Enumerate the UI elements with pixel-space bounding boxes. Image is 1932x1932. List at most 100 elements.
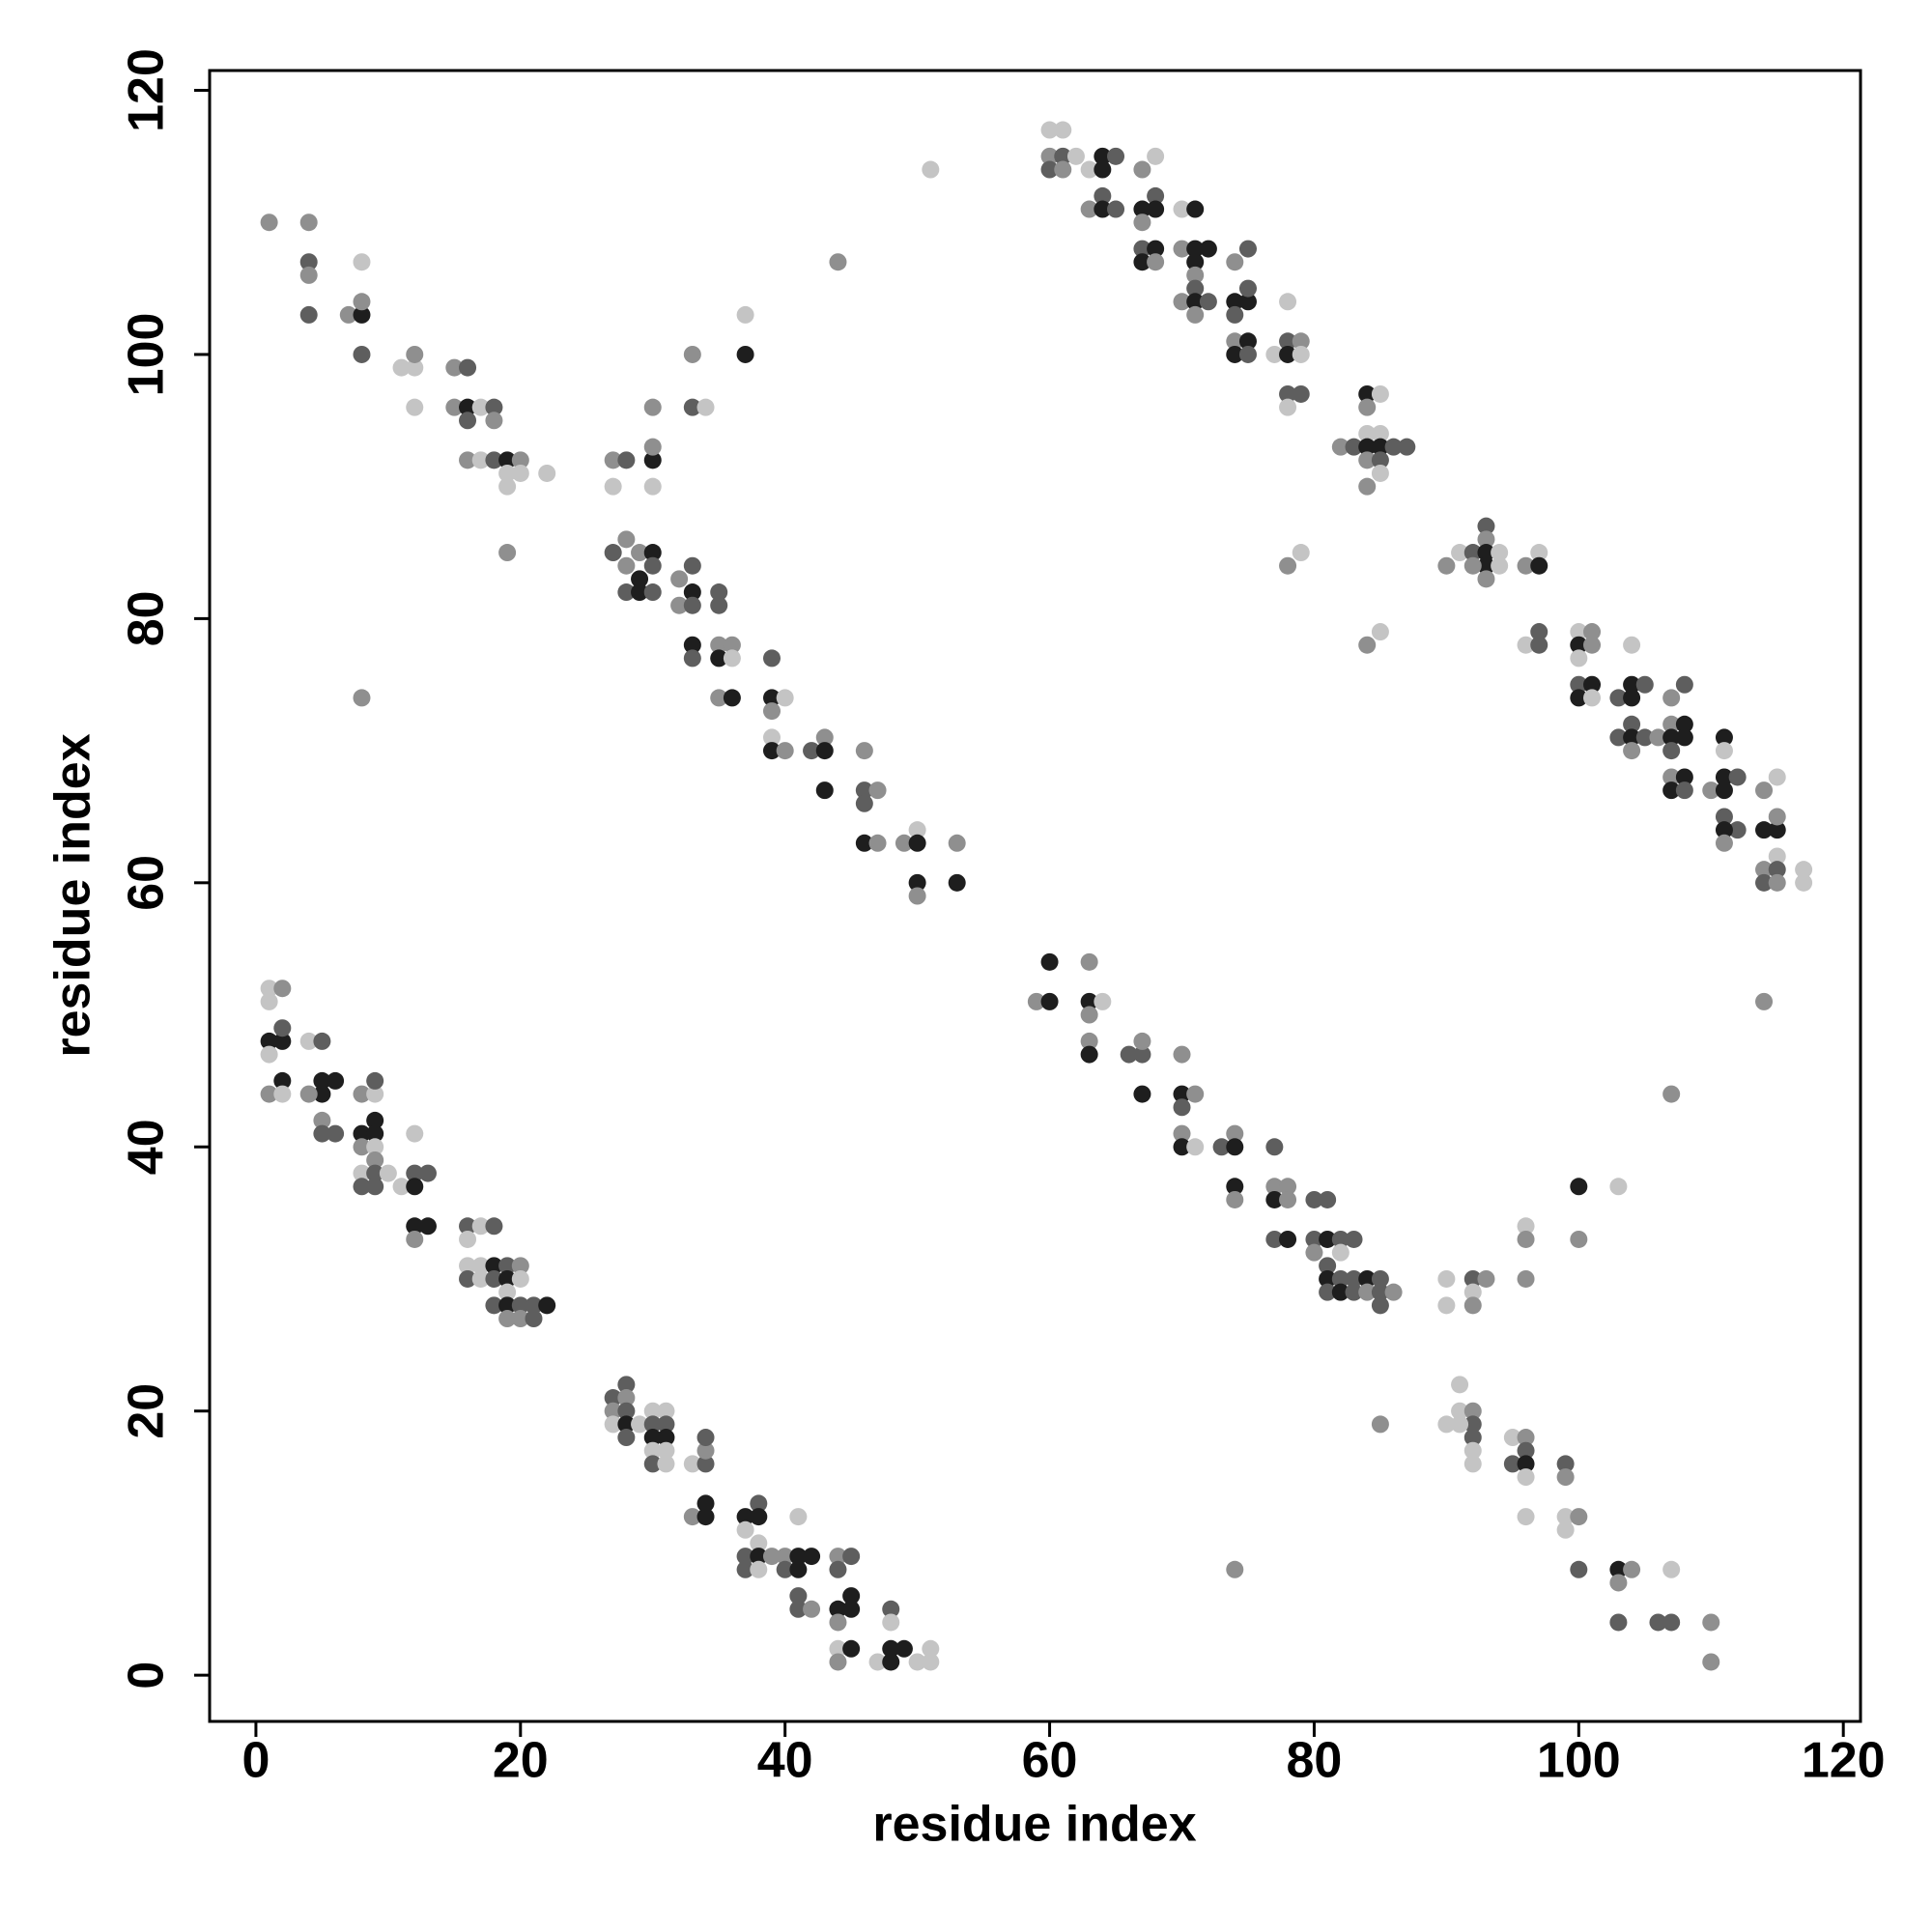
point: [1080, 1045, 1098, 1064]
point: [459, 412, 477, 430]
point: [762, 689, 781, 707]
point: [511, 1296, 529, 1315]
point: [1345, 1230, 1363, 1248]
y-axis-label: residue index: [45, 733, 101, 1057]
point: [604, 1415, 622, 1434]
point: [1345, 1283, 1363, 1301]
point: [1173, 240, 1191, 258]
point: [882, 1600, 900, 1618]
x-tick-label: 120: [1802, 1733, 1886, 1789]
point: [1133, 253, 1151, 271]
point: [260, 1032, 278, 1050]
point: [617, 1429, 636, 1447]
point: [1226, 293, 1244, 311]
point: [366, 1085, 384, 1103]
point: [696, 1494, 715, 1513]
y-tick-label: 100: [119, 313, 175, 397]
point: [273, 1071, 292, 1090]
point: [1662, 728, 1681, 747]
plot-frame: [208, 69, 1862, 1723]
point: [1463, 1441, 1482, 1460]
point: [683, 556, 701, 575]
point: [313, 1124, 331, 1143]
point: [1662, 768, 1681, 786]
point: [1463, 1283, 1482, 1301]
point: [1094, 992, 1112, 1010]
point: [1623, 689, 1641, 707]
point: [803, 1548, 821, 1566]
point: [1279, 1230, 1297, 1248]
point: [617, 451, 636, 469]
point: [1133, 1085, 1151, 1103]
point: [1675, 715, 1693, 733]
point: [829, 1613, 847, 1632]
point: [842, 1587, 861, 1605]
point: [643, 438, 662, 456]
point: [1635, 675, 1654, 694]
x-tick-label: 20: [493, 1733, 549, 1789]
point: [1371, 1269, 1389, 1288]
point: [353, 1138, 371, 1156]
point: [1173, 1138, 1191, 1156]
point: [882, 1639, 900, 1658]
point: [1080, 952, 1098, 971]
point: [1147, 186, 1165, 205]
point: [908, 887, 926, 905]
point: [1186, 253, 1205, 271]
point: [868, 1653, 887, 1671]
point: [498, 544, 517, 562]
point: [696, 1455, 715, 1473]
x-tick-label: 100: [1537, 1733, 1621, 1789]
point: [1331, 438, 1350, 456]
point: [1040, 160, 1059, 179]
point: [1186, 1085, 1205, 1103]
point: [842, 1600, 861, 1618]
point: [511, 451, 529, 469]
point: [750, 1534, 768, 1552]
x-tick-label: 0: [242, 1733, 270, 1789]
point: [683, 1508, 701, 1526]
point: [895, 1639, 913, 1658]
point: [1173, 293, 1191, 311]
point: [273, 1032, 292, 1050]
point: [1398, 438, 1416, 456]
point: [1570, 636, 1588, 654]
point: [379, 1164, 397, 1182]
point: [657, 1441, 675, 1460]
point: [1463, 1269, 1482, 1288]
point: [1517, 1508, 1535, 1526]
point: [1384, 1283, 1403, 1301]
point: [1463, 1296, 1482, 1315]
point: [1517, 1269, 1535, 1288]
point: [604, 451, 622, 469]
point: [1319, 1230, 1337, 1248]
point: [670, 570, 689, 588]
point: [498, 1269, 517, 1288]
point: [1755, 861, 1774, 879]
point: [1080, 200, 1098, 218]
point: [1173, 200, 1191, 218]
point: [643, 556, 662, 575]
point: [273, 1085, 292, 1103]
point: [1662, 781, 1681, 800]
point: [1477, 556, 1495, 575]
point: [643, 1402, 662, 1420]
point: [789, 1587, 808, 1605]
point: [1623, 636, 1641, 654]
point: [1331, 1283, 1350, 1301]
point: [525, 1310, 543, 1328]
point: [1371, 1415, 1389, 1434]
point: [723, 649, 741, 668]
point: [1715, 781, 1733, 800]
point: [1358, 477, 1377, 496]
point: [1451, 1402, 1469, 1420]
point: [327, 1071, 345, 1090]
point: [1503, 1455, 1521, 1473]
point: [1570, 689, 1588, 707]
x-axis-label: residue index: [872, 1797, 1196, 1853]
point: [643, 544, 662, 562]
point: [1147, 200, 1165, 218]
point: [353, 345, 371, 363]
point: [1173, 1124, 1191, 1143]
point: [1570, 1508, 1588, 1526]
